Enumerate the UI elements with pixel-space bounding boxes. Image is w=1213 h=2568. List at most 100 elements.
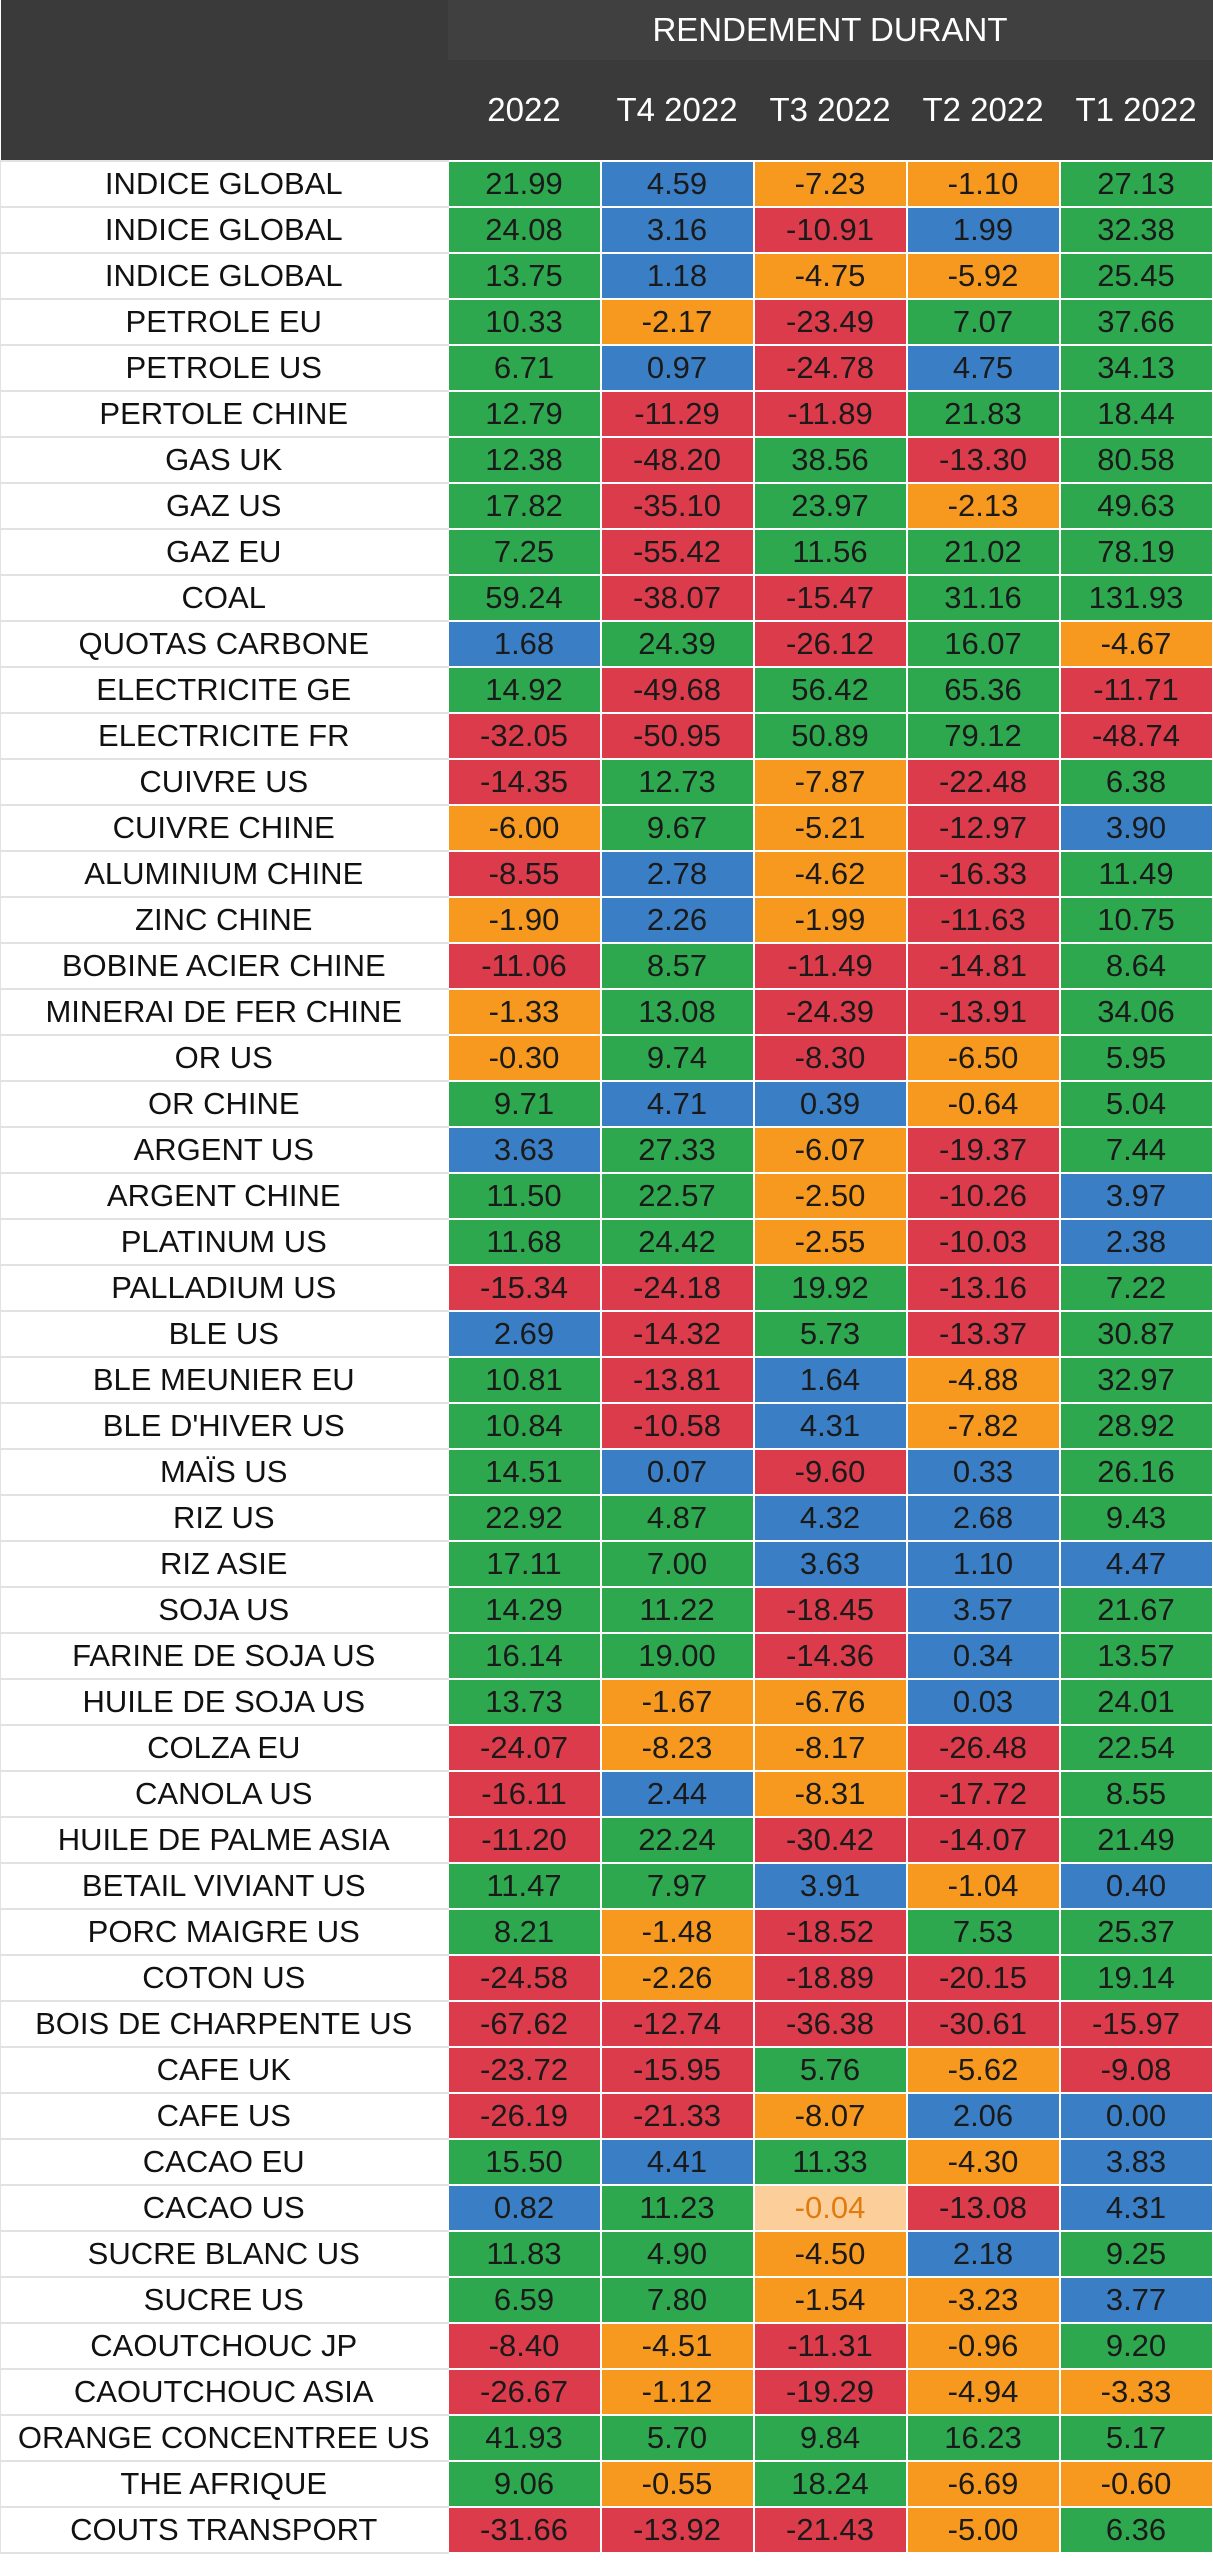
value-cell: -15.95 <box>599 2046 755 2094</box>
table-row: PORC MAIGRE US 8.21 -1.48 -18.52 7.53 25.37 <box>0 1908 1213 1956</box>
value-cell: 17.11 <box>446 1540 602 1588</box>
value-cell: -15.34 <box>446 1264 602 1312</box>
value-cell: 21.67 <box>1058 1586 1213 1634</box>
row-label: CACAO EU <box>0 2138 448 2186</box>
value-cell: 11.23 <box>599 2184 755 2232</box>
value-cell: -24.18 <box>599 1264 755 1312</box>
value-cell: 8.57 <box>599 942 755 990</box>
value-cell: -11.31 <box>752 2322 908 2370</box>
table-row: ALUMINIUM CHINE -8.55 2.78 -4.62 -16.33 11.49 <box>0 850 1213 898</box>
value-cell: 3.63 <box>752 1540 908 1588</box>
value-cell: -2.50 <box>752 1172 908 1220</box>
value-cell: 23.97 <box>752 482 908 530</box>
value-cell: 65.36 <box>905 666 1061 714</box>
table-row: CACAO EU 15.50 4.41 11.33 -4.30 3.83 <box>0 2138 1213 2186</box>
value-cell: 3.77 <box>1058 2276 1213 2324</box>
value-cell: -13.92 <box>599 2506 755 2554</box>
value-cell: 0.40 <box>1058 1862 1213 1910</box>
value-cell: -4.67 <box>1058 620 1213 668</box>
row-label: CAFE US <box>0 2092 448 2140</box>
table-row: BOBINE ACIER CHINE -11.06 8.57 -11.49 -14.81… <box>0 942 1213 990</box>
value-cell: 6.38 <box>1058 758 1213 806</box>
value-cell: 7.97 <box>599 1862 755 1910</box>
table-row: COLZA EU -24.07 -8.23 -8.17 -26.48 22.54 <box>0 1724 1213 1772</box>
value-cell: -20.15 <box>905 1954 1061 2002</box>
value-cell: -14.32 <box>599 1310 755 1358</box>
value-cell: 5.04 <box>1058 1080 1213 1128</box>
table-row: ORANGE CONCENTREE US 41.93 5.70 9.84 16.23 5.… <box>0 2414 1213 2462</box>
table-row: INDICE GLOBAL 24.08 3.16 -10.91 1.99 32.38 <box>0 206 1213 254</box>
table-row: CAFE US -26.19 -21.33 -8.07 2.06 0.00 <box>0 2092 1213 2140</box>
value-cell: 12.38 <box>446 436 602 484</box>
value-cell: -4.30 <box>905 2138 1061 2186</box>
row-label: QUOTAS CARBONE <box>0 620 448 668</box>
column-header-2022: 2022 <box>447 60 601 161</box>
value-cell: -15.47 <box>752 574 908 622</box>
value-cell: 2.26 <box>599 896 755 944</box>
value-cell: -10.91 <box>752 206 908 254</box>
table-row: CACAO US 0.82 11.23 -0.04 -13.08 4.31 <box>0 2184 1213 2232</box>
value-cell: 0.39 <box>752 1080 908 1128</box>
value-cell: 21.02 <box>905 528 1061 576</box>
row-label: BLE D'HIVER US <box>0 1402 448 1450</box>
value-cell: -24.58 <box>446 1954 602 2002</box>
value-cell: 4.90 <box>599 2230 755 2278</box>
value-cell: -9.60 <box>752 1448 908 1496</box>
row-label: CAOUTCHOUC ASIA <box>0 2368 448 2416</box>
row-label: PERTOLE CHINE <box>0 390 448 438</box>
row-label: PALLADIUM US <box>0 1264 448 1312</box>
table-row: HUILE DE SOJA US 13.73 -1.67 -6.76 0.03 24.01 <box>0 1678 1213 1726</box>
table-row: PLATINUM US 11.68 24.42 -2.55 -10.03 2.38 <box>0 1218 1213 1266</box>
value-cell: 6.36 <box>1058 2506 1213 2554</box>
value-cell: 0.33 <box>905 1448 1061 1496</box>
value-cell: -26.12 <box>752 620 908 668</box>
value-cell: -8.17 <box>752 1724 908 1772</box>
value-cell: 22.57 <box>599 1172 755 1220</box>
value-cell: -19.37 <box>905 1126 1061 1174</box>
value-cell: 5.70 <box>599 2414 755 2462</box>
value-cell: -1.48 <box>599 1908 755 1956</box>
value-cell: 28.92 <box>1058 1402 1213 1450</box>
table-row: INDICE GLOBAL 13.75 1.18 -4.75 -5.92 25.45 <box>0 252 1213 300</box>
value-cell: -1.10 <box>905 160 1061 208</box>
value-cell: -8.30 <box>752 1034 908 1082</box>
row-label: SUCRE US <box>0 2276 448 2324</box>
value-cell: 11.50 <box>446 1172 602 1220</box>
value-cell: -26.67 <box>446 2368 602 2416</box>
value-cell: -7.82 <box>905 1402 1061 1450</box>
value-cell: -38.07 <box>599 574 755 622</box>
header-group-title: RENDEMENT DURANT <box>447 0 1213 60</box>
value-cell: -1.12 <box>599 2368 755 2416</box>
value-cell: -19.29 <box>752 2368 908 2416</box>
row-label: COUTS TRANSPORT <box>0 2506 448 2554</box>
value-cell: 3.57 <box>905 1586 1061 1634</box>
value-cell: -0.30 <box>446 1034 602 1082</box>
row-label: CUIVRE US <box>0 758 448 806</box>
table-row: HUILE DE PALME ASIA -11.20 22.24 -30.42 -14.… <box>0 1816 1213 1864</box>
value-cell: 4.59 <box>599 160 755 208</box>
value-cell: 19.00 <box>599 1632 755 1680</box>
value-cell: 9.20 <box>1058 2322 1213 2370</box>
value-cell: 6.71 <box>446 344 602 392</box>
value-cell: -21.43 <box>752 2506 908 2554</box>
value-cell: -15.97 <box>1058 2000 1213 2048</box>
value-cell: -5.62 <box>905 2046 1061 2094</box>
value-cell: -24.39 <box>752 988 908 1036</box>
value-cell: 30.87 <box>1058 1310 1213 1358</box>
row-label: ARGENT CHINE <box>0 1172 448 1220</box>
row-label: ALUMINIUM CHINE <box>0 850 448 898</box>
value-cell: 17.82 <box>446 482 602 530</box>
table-row: CANOLA US -16.11 2.44 -8.31 -17.72 8.55 <box>0 1770 1213 1818</box>
value-cell: 21.83 <box>905 390 1061 438</box>
header-corner <box>0 0 448 60</box>
value-cell: -9.08 <box>1058 2046 1213 2094</box>
value-cell: -50.95 <box>599 712 755 760</box>
value-cell: 7.53 <box>905 1908 1061 1956</box>
table-row: CAOUTCHOUC ASIA -26.67 -1.12 -19.29 -4.94 -3.… <box>0 2368 1213 2416</box>
value-cell: -24.78 <box>752 344 908 392</box>
column-header-t2-2022: T2 2022 <box>906 60 1060 161</box>
row-label: CACAO US <box>0 2184 448 2232</box>
value-cell: 21.99 <box>446 160 602 208</box>
value-cell: 7.22 <box>1058 1264 1213 1312</box>
column-header-t3-2022: T3 2022 <box>753 60 907 161</box>
